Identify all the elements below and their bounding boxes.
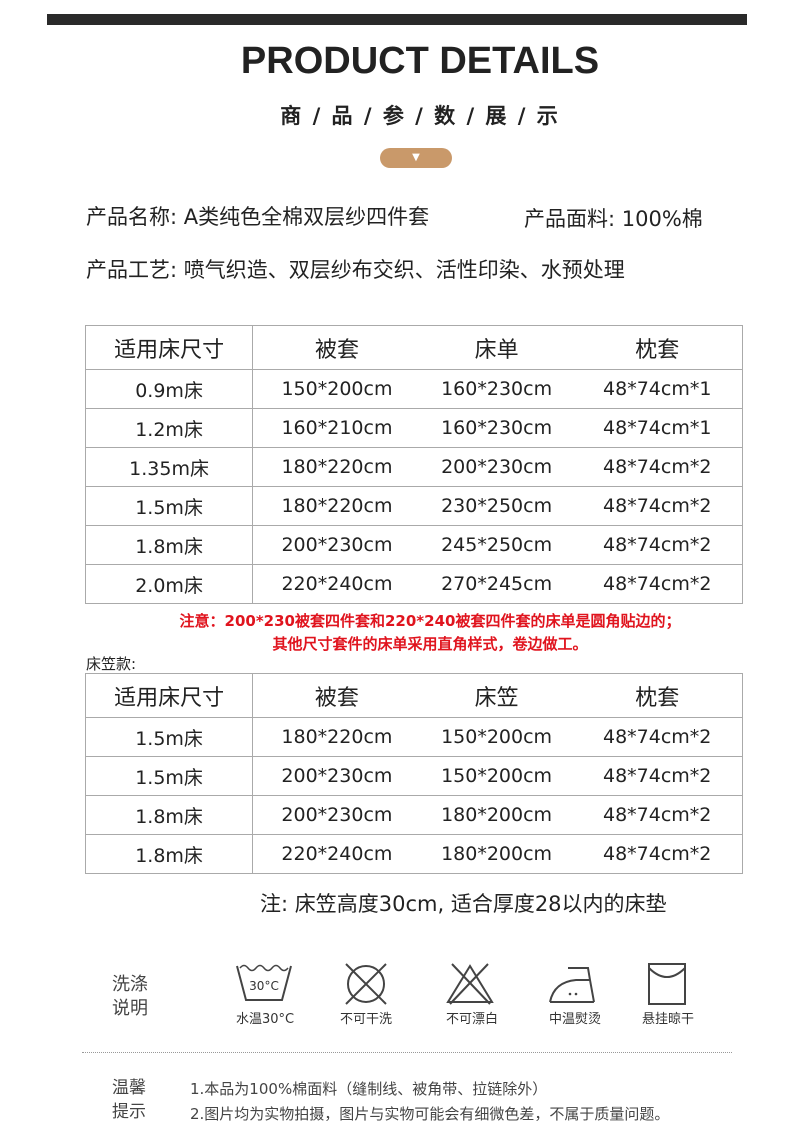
table-header-row: 适用床尺寸 被套 床单 枕套 (85, 325, 743, 370)
table-cell: 180*220cm (281, 456, 393, 478)
table-row: 1.8m床 200*230cm 180*200cm 48*74cm*2 (85, 795, 743, 835)
table-cell: 0.9m床 (85, 369, 254, 409)
tips-label: 温馨 提示 (112, 1076, 146, 1124)
table-cell: 1.8m床 (85, 834, 254, 874)
care-label-2: 说明 (112, 998, 148, 1019)
table-cell: 48*74cm*2 (603, 495, 712, 517)
table-cell: 270*245cm (441, 573, 553, 595)
table-cell: 160*230cm (441, 417, 553, 439)
table-row: 1.5m床 180*220cm 230*250cm 48*74cm*2 (85, 486, 743, 526)
fitted-label: 床笠款: (86, 655, 137, 673)
table-cell: 180*220cm (281, 495, 393, 517)
table-cell: 220*240cm (281, 573, 393, 595)
tip-1: 1.本品为100%棉面料（缝制线、被角带、拉链除外） (190, 1080, 548, 1098)
tip-2: 2.图片均为实物拍摄，图片与实物可能会有细微色差，不属于质量问题。 (190, 1105, 670, 1123)
note-line-1: 注意：200*230被套四件套和220*240被套四件套的床单是圆角贴边的； (179, 612, 681, 630)
tips-label-2: 提示 (112, 1102, 146, 1122)
care-caption: 中温熨烫 (548, 1012, 601, 1027)
table-cell: 1.8m床 (85, 795, 254, 835)
table-cell: 48*74cm*1 (603, 417, 712, 439)
down-triangle-icon: ▼ (380, 148, 452, 168)
table-cell: 150*200cm (441, 765, 553, 787)
table-cell: 1.8m床 (85, 525, 254, 565)
table-cell: 48*74cm*2 (603, 843, 712, 865)
table-cell: 220*240cm (281, 843, 393, 865)
no-bleach-icon (446, 963, 494, 1005)
table-cell: 床笠 (474, 685, 519, 711)
fitted-size-table: 适用床尺寸 被套 床笠 枕套 1.5m床 180*220cm 150*200cm 48*74c… (85, 673, 743, 874)
care-caption: 不可干洗 (339, 1012, 392, 1027)
care-caption: 水温30°C (235, 1012, 295, 1027)
table-cell: 1.5m床 (85, 756, 254, 796)
table-cell: 48*74cm*2 (603, 765, 712, 787)
table-cell: 180*200cm (441, 843, 553, 865)
table-cell: 180*220cm (281, 726, 393, 748)
table-cell: 180*200cm (441, 804, 553, 826)
table-cell: 150*200cm (441, 726, 553, 748)
table-cell: 1.5m床 (85, 486, 254, 526)
table-cell: 230*250cm (441, 495, 553, 517)
table-row: 1.5m床 200*230cm 150*200cm 48*74cm*2 (85, 756, 743, 796)
table-cell: 48*74cm*2 (603, 726, 712, 748)
table-cell: 48*74cm*2 (603, 456, 712, 478)
table-cell: 枕套 (635, 685, 680, 711)
product-fabric: 产品面料: 100%棉 (524, 207, 703, 231)
wash-temp-text: 30°C (249, 979, 279, 993)
fitted-note: 注: 床笠高度30cm, 适合厚度28以内的床垫 (260, 892, 667, 916)
table-cell: 200*230cm (281, 534, 393, 556)
table-cell: 1.5m床 (85, 717, 254, 757)
table-cell: 48*74cm*1 (603, 378, 712, 400)
table-row: 1.8m床 220*240cm 180*200cm 48*74cm*2 (85, 834, 743, 874)
table-cell: 1.2m床 (85, 408, 254, 448)
hang-dry-icon (648, 963, 686, 1005)
table-cell: 150*200cm (281, 378, 393, 400)
table-row: 2.0m床 220*240cm 270*245cm 48*74cm*2 (85, 564, 743, 604)
table-row: 1.5m床 180*220cm 150*200cm 48*74cm*2 (85, 717, 743, 757)
table-row: 1.8m床 200*230cm 245*250cm 48*74cm*2 (85, 525, 743, 565)
no-dry-clean-icon (345, 963, 387, 1005)
table-row: 0.9m床 150*200cm 160*230cm 48*74cm*1 (85, 369, 743, 409)
top-bar (47, 14, 747, 25)
care-caption: 不可漂白 (445, 1012, 498, 1027)
page-subtitle: 商 / 品 / 参 / 数 / 展 / 示 (280, 104, 560, 128)
table-cell: 床单 (474, 337, 519, 363)
table-cell: 48*74cm*2 (603, 804, 712, 826)
table-cell: 160*230cm (441, 378, 553, 400)
note-line-2: 其他尺寸套件的床单采用直角样式，卷边做工。 (272, 635, 588, 653)
table-cell: 160*210cm (281, 417, 393, 439)
table-cell: 200*230cm (281, 765, 393, 787)
table-cell: 枕套 (635, 337, 680, 363)
table-cell: 200*230cm (441, 456, 553, 478)
wash-30-icon: 30°C (236, 964, 292, 1001)
care-label-1: 洗涤 (112, 974, 148, 995)
page-title: PRODUCT DETAILS (240, 40, 600, 82)
table-cell: 245*250cm (441, 534, 553, 556)
divider (82, 1052, 732, 1053)
size-table: 适用床尺寸 被套 床单 枕套 0.9m床 150*200cm 160*230cm 48*74c… (85, 325, 743, 604)
care-label: 洗涤 说明 (112, 973, 148, 1021)
product-craft: 产品工艺: 喷气织造、双层纱布交织、活性印染、水预处理 (86, 258, 625, 282)
red-note: 注意：200*230被套四件套和220*240被套四件套的床单是圆角贴边的； 其… (80, 610, 780, 656)
table-cell: 被套 (314, 685, 359, 711)
care-caption: 悬挂晾干 (641, 1012, 694, 1027)
table-cell: 200*230cm (281, 804, 393, 826)
table-cell: 1.35m床 (85, 447, 254, 487)
table-cell: 适用床尺寸 (85, 325, 254, 370)
table-cell: 2.0m床 (85, 564, 254, 604)
tips-label-1: 温馨 (112, 1078, 146, 1098)
product-name: 产品名称: A类纯色全棉双层纱四件套 (86, 205, 430, 229)
table-cell: 被套 (314, 337, 359, 363)
table-cell: 48*74cm*2 (603, 573, 712, 595)
table-cell: 适用床尺寸 (85, 673, 254, 718)
table-row: 1.2m床 160*210cm 160*230cm 48*74cm*1 (85, 408, 743, 448)
table-cell: 48*74cm*2 (603, 534, 712, 556)
iron-medium-icon (549, 967, 595, 1003)
table-row: 1.35m床 180*220cm 200*230cm 48*74cm*2 (85, 447, 743, 487)
table-header-row: 适用床尺寸 被套 床笠 枕套 (85, 673, 743, 718)
